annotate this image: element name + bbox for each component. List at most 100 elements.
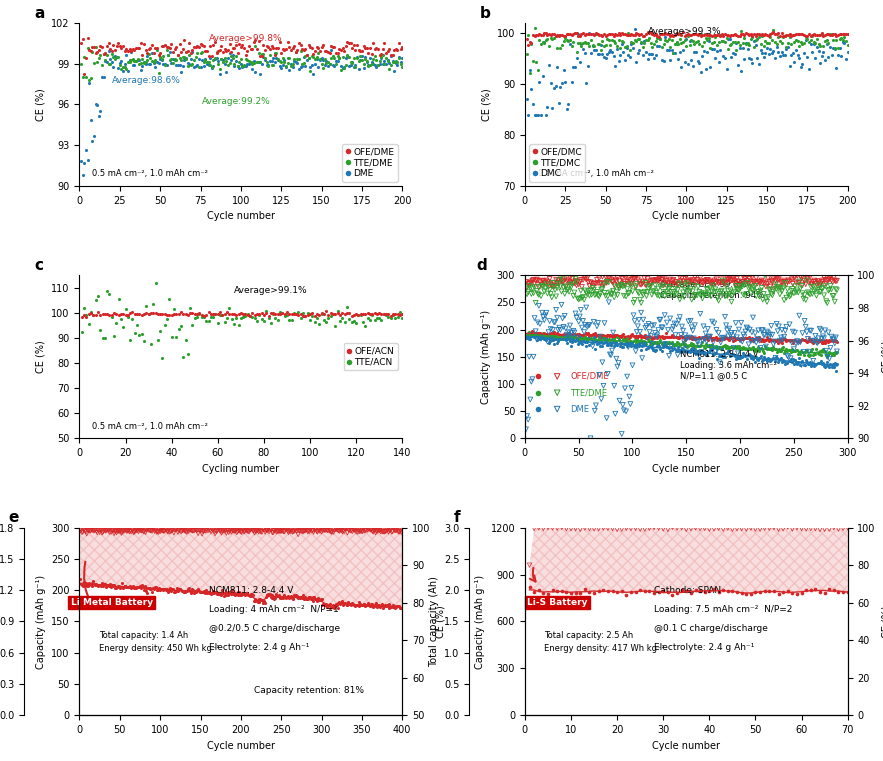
Point <box>815 344 829 356</box>
Point <box>268 591 282 603</box>
Point <box>112 579 126 591</box>
Point <box>115 55 129 67</box>
Point <box>618 28 632 40</box>
Point <box>306 50 321 62</box>
Point <box>595 356 609 368</box>
Point <box>314 58 328 70</box>
Point <box>291 307 306 319</box>
Point <box>830 358 844 371</box>
Point <box>96 71 110 83</box>
Point <box>774 37 789 49</box>
Text: 0.5 mA cm⁻², 1.0 mAh cm⁻²: 0.5 mA cm⁻², 1.0 mAh cm⁻² <box>538 169 653 178</box>
Point <box>147 298 161 310</box>
Point <box>826 276 840 288</box>
Point <box>693 345 707 357</box>
Point <box>267 524 281 537</box>
Point <box>803 288 817 301</box>
Point <box>706 336 721 349</box>
Point <box>802 345 816 358</box>
Text: NCM811: 2.8-4.4 V: NCM811: 2.8-4.4 V <box>208 586 293 595</box>
Point <box>611 279 625 291</box>
Point <box>345 597 359 610</box>
Point <box>140 301 154 313</box>
Point <box>522 326 536 339</box>
Point <box>657 338 671 350</box>
Point <box>550 522 564 534</box>
Point <box>334 524 348 536</box>
Point <box>256 523 270 535</box>
Point <box>600 412 614 425</box>
Point <box>393 602 407 614</box>
Point <box>610 361 624 373</box>
Point <box>271 590 285 602</box>
Point <box>91 524 105 537</box>
Point <box>337 308 351 320</box>
Point <box>127 55 141 67</box>
Point <box>389 56 403 68</box>
Point <box>385 526 399 538</box>
Point <box>766 285 781 298</box>
Point <box>159 584 173 596</box>
Point <box>246 595 260 607</box>
Point <box>639 332 653 344</box>
Point <box>106 579 120 591</box>
Point <box>260 524 275 537</box>
Point <box>570 332 584 344</box>
Point <box>577 332 591 344</box>
Point <box>523 559 537 572</box>
Point <box>591 289 605 301</box>
Point <box>743 349 757 361</box>
Point <box>190 59 204 71</box>
Point <box>312 524 326 537</box>
Point <box>826 272 841 284</box>
Point <box>796 359 811 371</box>
Point <box>653 330 667 342</box>
Point <box>603 329 617 341</box>
Point <box>732 339 746 352</box>
Point <box>781 345 795 358</box>
Point <box>566 277 580 289</box>
Point <box>776 341 790 353</box>
Point <box>718 330 732 342</box>
Point <box>546 333 560 345</box>
Point <box>359 42 374 54</box>
Point <box>789 338 804 350</box>
Point <box>349 308 363 320</box>
Point <box>749 332 763 344</box>
Point <box>225 584 239 596</box>
Point <box>634 37 648 49</box>
Point <box>366 601 381 613</box>
Text: Average>99.1%: Average>99.1% <box>234 286 308 295</box>
Point <box>678 272 692 285</box>
Point <box>193 586 208 598</box>
Point <box>694 339 708 352</box>
Point <box>236 588 250 600</box>
Point <box>778 325 792 337</box>
Point <box>105 48 119 60</box>
Point <box>811 45 826 57</box>
Point <box>621 330 635 342</box>
Point <box>713 288 727 300</box>
Point <box>363 308 377 320</box>
Point <box>148 42 162 54</box>
Point <box>560 284 574 296</box>
Point <box>595 283 609 295</box>
Point <box>541 328 555 340</box>
Point <box>332 597 346 609</box>
Point <box>248 34 262 46</box>
Y-axis label: CE (%): CE (%) <box>881 605 883 638</box>
Point <box>656 585 670 597</box>
Point <box>805 342 819 355</box>
Point <box>617 334 631 346</box>
Point <box>303 41 317 53</box>
Point <box>527 523 541 535</box>
Point <box>537 37 551 49</box>
Point <box>370 525 384 537</box>
Point <box>760 331 774 343</box>
Point <box>108 44 122 56</box>
Point <box>615 333 630 345</box>
Point <box>767 355 781 367</box>
Point <box>286 525 300 537</box>
Point <box>689 346 703 358</box>
Point <box>816 275 830 287</box>
